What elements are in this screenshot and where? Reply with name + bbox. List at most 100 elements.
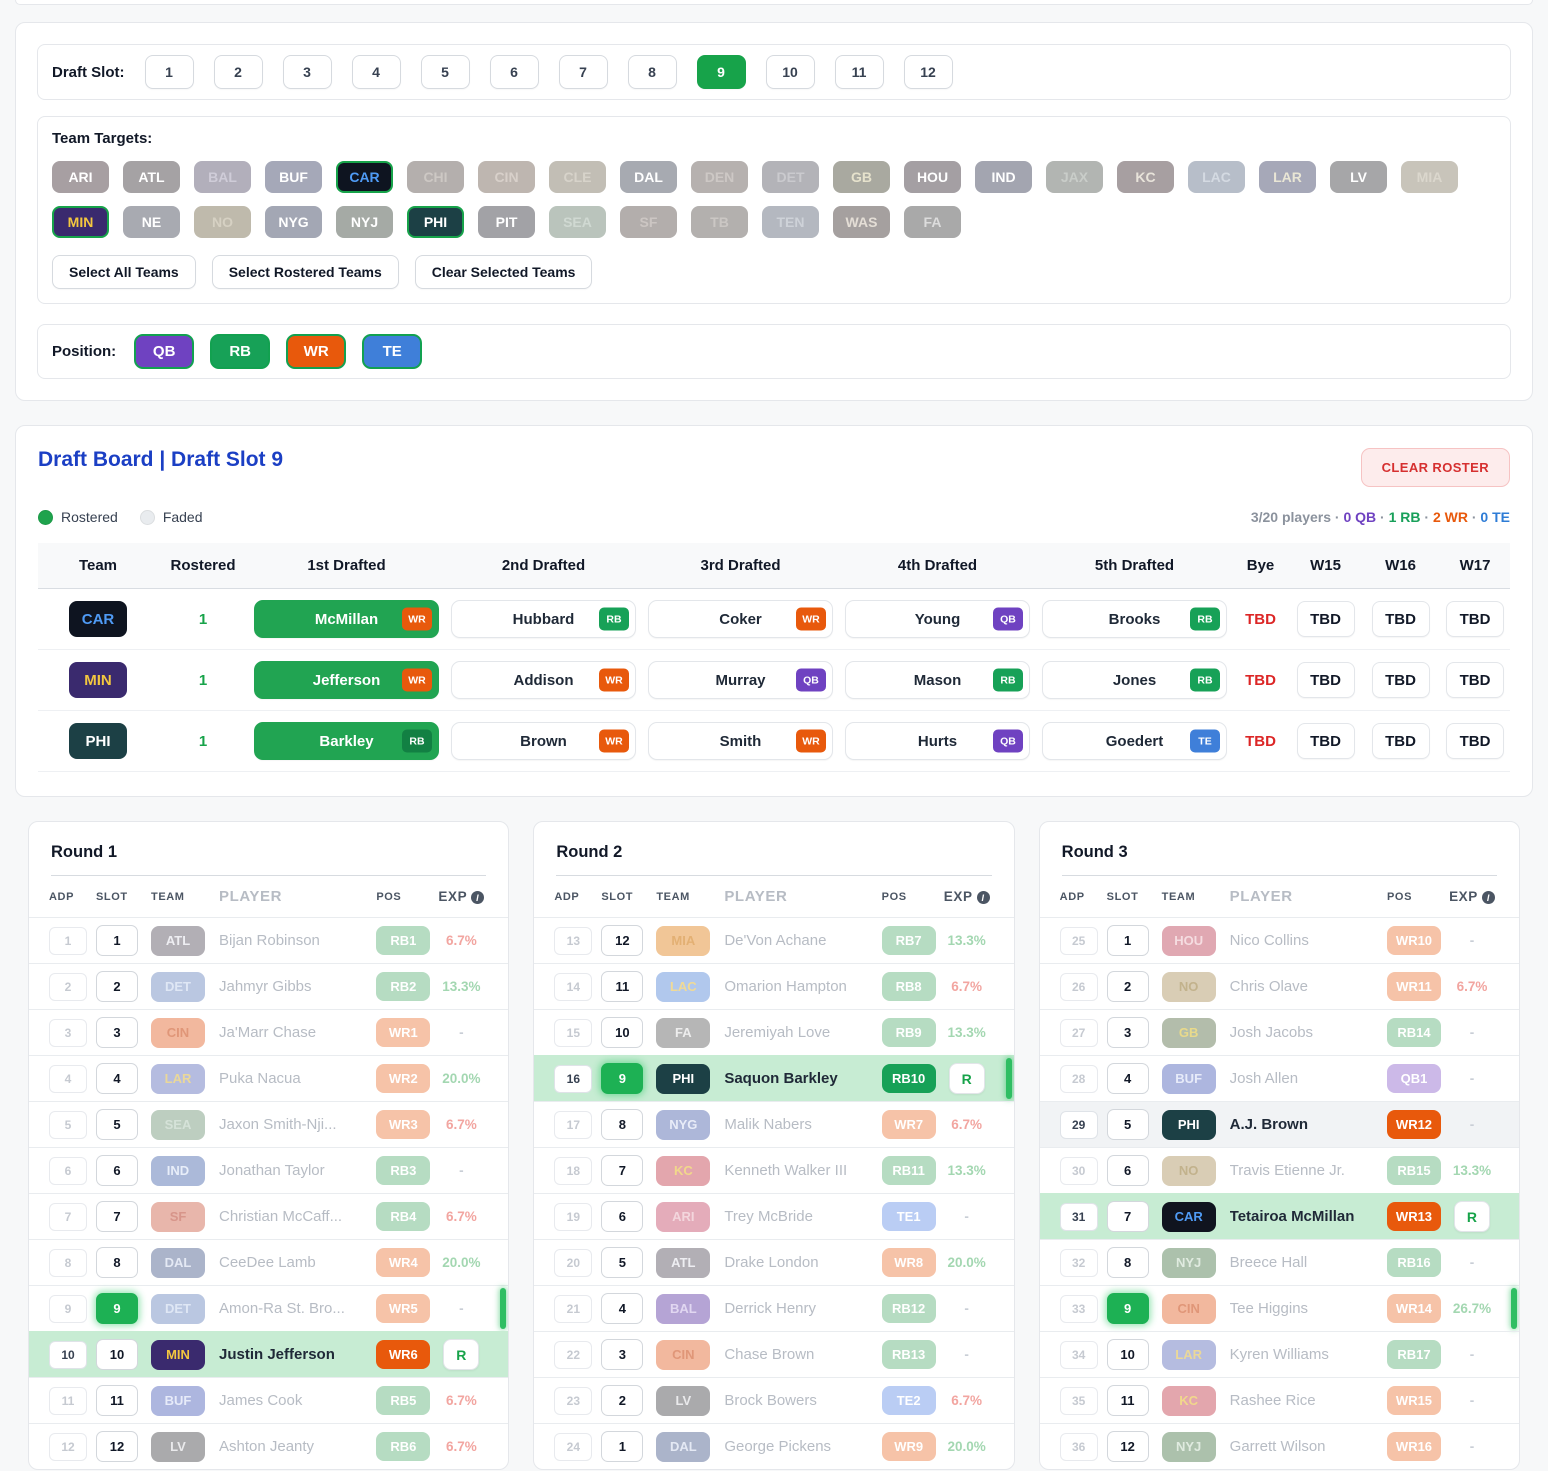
week-w17-value[interactable]: TBD xyxy=(1446,601,1504,637)
team-target-lac[interactable]: LAC xyxy=(1188,161,1245,193)
team-target-sf[interactable]: SF xyxy=(620,206,677,238)
slot-value[interactable]: 2 xyxy=(96,971,138,1002)
slot-value[interactable]: 10 xyxy=(1106,1339,1149,1370)
team-target-ne[interactable]: NE xyxy=(123,206,180,238)
team-target-cin[interactable]: CIN xyxy=(478,161,535,193)
slot-value[interactable]: 9 xyxy=(96,1293,138,1324)
slot-value[interactable]: 6 xyxy=(96,1155,138,1186)
player-pick-mason[interactable]: Mason RB xyxy=(845,661,1030,699)
team-target-mia[interactable]: MIA xyxy=(1401,161,1458,193)
slot-value[interactable]: 8 xyxy=(96,1247,138,1278)
week-w15-value[interactable]: TBD xyxy=(1296,601,1355,637)
team-target-det[interactable]: DET xyxy=(762,161,819,193)
team-target-jax[interactable]: JAX xyxy=(1046,161,1103,193)
draft-slot-button-9[interactable]: 9 xyxy=(696,55,746,89)
slot-value[interactable]: 3 xyxy=(96,1017,138,1048)
team-target-was[interactable]: WAS xyxy=(833,206,890,238)
slot-value[interactable]: 11 xyxy=(601,971,644,1002)
slot-value[interactable]: 12 xyxy=(1106,1431,1149,1462)
slot-value[interactable]: 4 xyxy=(1106,1063,1149,1094)
slot-value[interactable]: 7 xyxy=(96,1201,138,1232)
team-target-sea[interactable]: SEA xyxy=(549,206,606,238)
draft-slot-button-4[interactable]: 4 xyxy=(351,55,401,89)
team-target-no[interactable]: NO xyxy=(194,206,251,238)
slot-value[interactable]: 9 xyxy=(1106,1293,1149,1324)
team-target-lar[interactable]: LAR xyxy=(1259,161,1316,193)
team-target-bal[interactable]: BAL xyxy=(194,161,251,193)
slot-value[interactable]: 11 xyxy=(1106,1385,1149,1416)
player-pick-young[interactable]: Young QB xyxy=(845,600,1030,638)
slot-value[interactable]: 10 xyxy=(96,1339,138,1370)
team-target-nyg[interactable]: NYG xyxy=(265,206,322,238)
player-pick-brooks[interactable]: Brooks RB xyxy=(1042,600,1227,638)
draft-slot-button-12[interactable]: 12 xyxy=(903,55,953,89)
team-target-den[interactable]: DEN xyxy=(691,161,748,193)
team-badge-car[interactable]: CAR xyxy=(69,601,127,637)
team-target-ten[interactable]: TEN xyxy=(762,206,819,238)
slot-value[interactable]: 1 xyxy=(601,1431,644,1462)
slot-value[interactable]: 8 xyxy=(1106,1247,1149,1278)
player-pick-hurts[interactable]: Hurts QB xyxy=(845,722,1030,760)
exp-info-icon[interactable]: i xyxy=(1481,891,1495,905)
slot-value[interactable]: 5 xyxy=(96,1109,138,1140)
draft-slot-button-3[interactable]: 3 xyxy=(282,55,332,89)
team-target-ari[interactable]: ARI xyxy=(52,161,109,193)
team-target-dal[interactable]: DAL xyxy=(620,161,677,193)
draft-slot-button-7[interactable]: 7 xyxy=(558,55,608,89)
week-w17-value[interactable]: TBD xyxy=(1446,662,1504,698)
slot-value[interactable]: 2 xyxy=(601,1385,644,1416)
team-target-lv[interactable]: LV xyxy=(1330,161,1387,193)
position-button-wr[interactable]: WR xyxy=(286,334,347,369)
draft-slot-button-10[interactable]: 10 xyxy=(765,55,815,89)
team-target-phi[interactable]: PHI xyxy=(407,206,464,238)
slot-value[interactable]: 3 xyxy=(1106,1017,1149,1048)
team-target-fa[interactable]: FA xyxy=(904,206,961,238)
slot-value[interactable]: 5 xyxy=(601,1247,644,1278)
team-target-gb[interactable]: GB xyxy=(833,161,890,193)
week-w16-value[interactable]: TBD xyxy=(1371,662,1430,698)
team-target-chi[interactable]: CHI xyxy=(407,161,464,193)
slot-value[interactable]: 12 xyxy=(96,1431,138,1462)
slot-value[interactable]: 2 xyxy=(1106,971,1149,1002)
slot-value[interactable]: 3 xyxy=(601,1339,644,1370)
slot-value[interactable]: 1 xyxy=(96,925,138,956)
select-all-teams-button[interactable]: Select All Teams xyxy=(52,255,196,289)
select-rostered-teams-button[interactable]: Select Rostered Teams xyxy=(211,255,399,289)
player-pick-murray[interactable]: Murray QB xyxy=(648,661,833,699)
slot-value[interactable]: 6 xyxy=(1106,1155,1149,1186)
player-pick-goedert[interactable]: Goedert TE xyxy=(1042,722,1227,760)
team-badge-phi[interactable]: PHI xyxy=(69,723,127,759)
slot-value[interactable]: 10 xyxy=(601,1017,644,1048)
clear-roster-button[interactable]: CLEAR ROSTER xyxy=(1360,448,1510,487)
team-target-cle[interactable]: CLE xyxy=(549,161,606,193)
player-pick-jones[interactable]: Jones RB xyxy=(1042,661,1227,699)
slot-value[interactable]: 12 xyxy=(601,925,644,956)
week-w15-value[interactable]: TBD xyxy=(1296,723,1355,759)
slot-value[interactable]: 9 xyxy=(601,1063,644,1094)
team-target-pit[interactable]: PIT xyxy=(478,206,535,238)
week-w17-value[interactable]: TBD xyxy=(1446,723,1504,759)
position-button-rb[interactable]: RB xyxy=(210,334,271,369)
team-target-buf[interactable]: BUF xyxy=(265,161,322,193)
draft-slot-button-1[interactable]: 1 xyxy=(144,55,194,89)
slot-value[interactable]: 4 xyxy=(601,1293,644,1324)
player-pick-smith[interactable]: Smith WR xyxy=(648,722,833,760)
player-pick-hubbard[interactable]: Hubbard RB xyxy=(451,600,636,638)
player-pick-coker[interactable]: Coker WR xyxy=(648,600,833,638)
player-pick-mcmillan[interactable]: McMillan WR xyxy=(254,600,439,638)
draft-slot-button-6[interactable]: 6 xyxy=(489,55,539,89)
slot-value[interactable]: 7 xyxy=(601,1155,644,1186)
draft-slot-button-5[interactable]: 5 xyxy=(420,55,470,89)
week-w16-value[interactable]: TBD xyxy=(1371,601,1430,637)
exp-info-icon[interactable]: i xyxy=(976,891,990,905)
team-target-kc[interactable]: KC xyxy=(1117,161,1174,193)
player-pick-barkley[interactable]: Barkley RB xyxy=(254,722,439,760)
position-button-qb[interactable]: QB xyxy=(134,334,195,369)
draft-slot-button-11[interactable]: 11 xyxy=(834,55,884,89)
team-target-car[interactable]: CAR xyxy=(336,161,393,193)
draft-slot-button-8[interactable]: 8 xyxy=(627,55,677,89)
team-target-nyj[interactable]: NYJ xyxy=(336,206,393,238)
slot-value[interactable]: 8 xyxy=(601,1109,644,1140)
clear-selected-teams-button[interactable]: Clear Selected Teams xyxy=(414,255,593,289)
slot-value[interactable]: 6 xyxy=(601,1201,644,1232)
